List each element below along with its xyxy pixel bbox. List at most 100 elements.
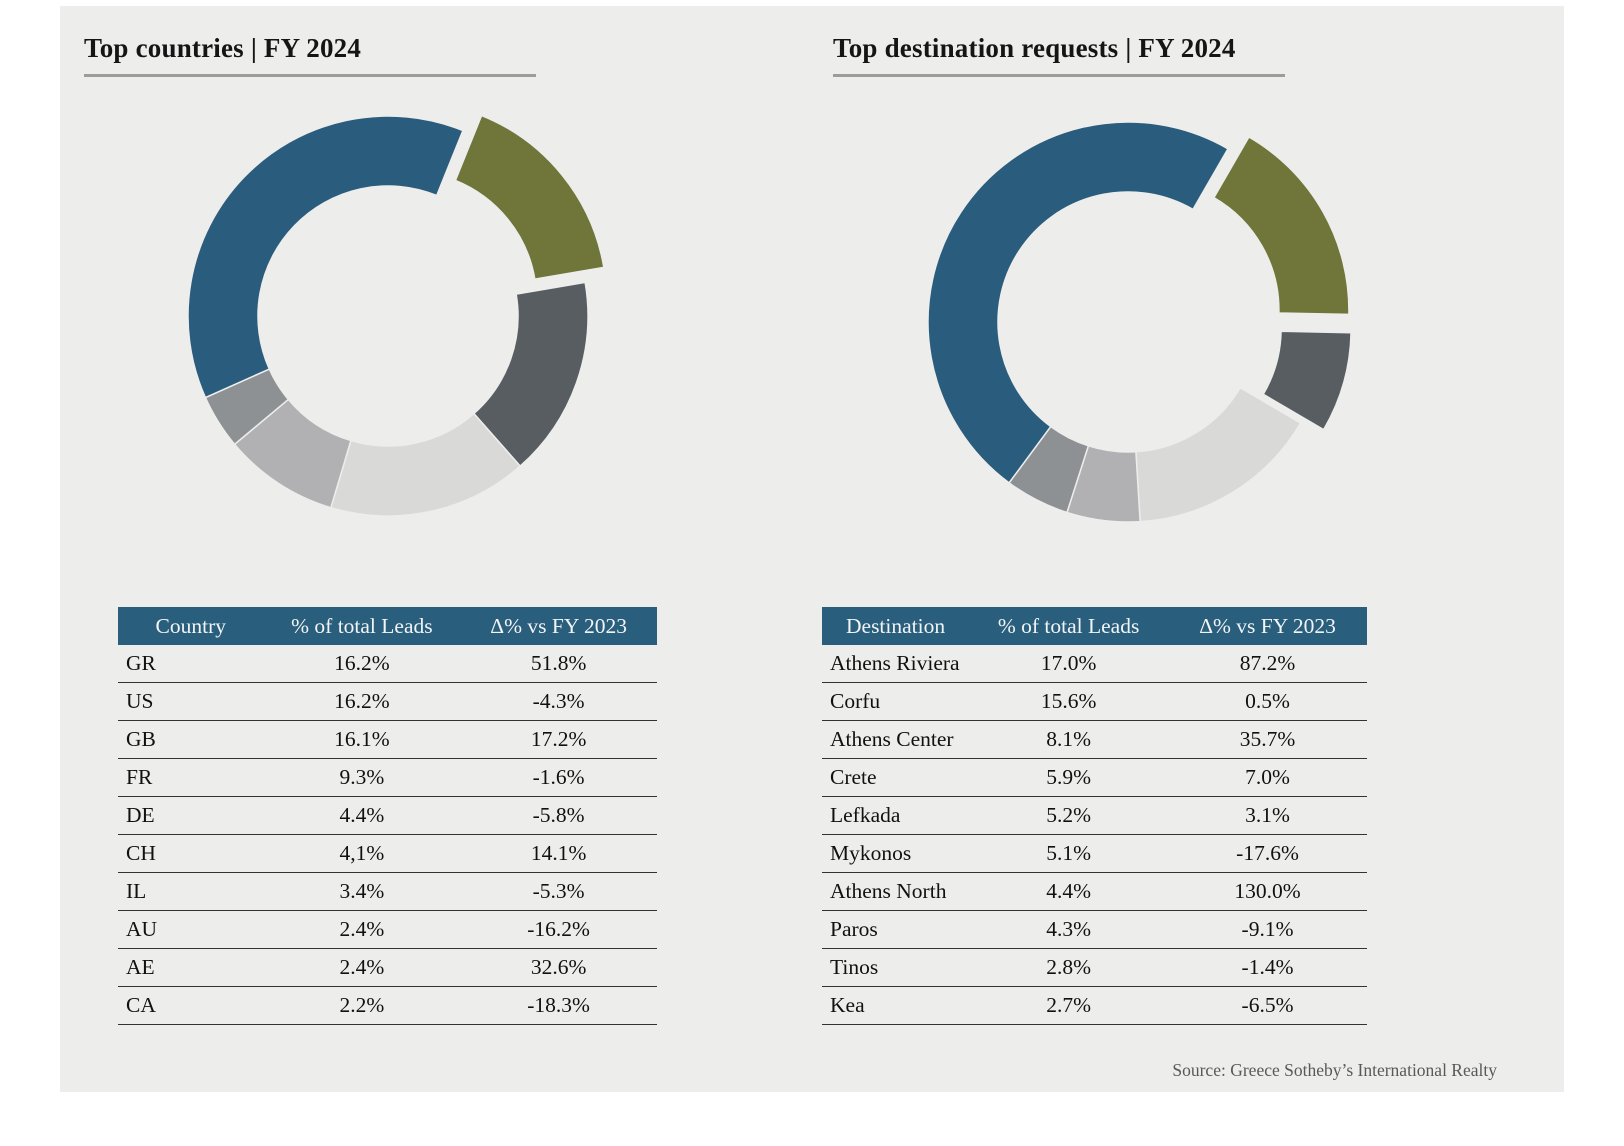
left-title-rule [84,74,536,77]
delta-cell: -5.3% [532,879,585,903]
label-cell: Tinos [830,955,879,979]
delta-cell: -9.1% [1241,917,1294,941]
label-cell: Paros [830,917,878,941]
donut-chart-destinations [927,121,1352,523]
percent-cell: 15.6% [1040,689,1097,713]
delta-cell: -17.6% [1236,841,1299,865]
label-cell: Kea [830,993,865,1017]
left-chart-title: Top countries | FY 2024 [84,33,362,63]
percent-cell: 4.4% [339,803,385,827]
table-row: Tinos 2.8% -1.4% [822,949,1367,987]
column-header: Destination [846,613,946,638]
delta-cell: -5.8% [532,803,585,827]
table-row: GB 16.1% 17.2% [118,721,657,759]
percent-cell: 9.3% [339,765,385,789]
donut-segment-rest [927,121,1230,484]
countries-table-body: GR 16.2% 51.8% US 16.2% -4.3% GB 16.1% 17.2% FR 9.… [118,645,657,1025]
table-row: GR 16.2% 51.8% [118,645,657,683]
delta-cell: 3.1% [1245,803,1290,827]
donut-segment-athens-center [1262,330,1352,431]
table-row: Crete 5.9% 7.0% [822,759,1367,797]
delta-cell: -4.3% [532,689,585,713]
delta-cell: 7.0% [1245,765,1290,789]
label-cell: Athens Riviera [830,651,960,675]
column-header: Δ% vs FY 2023 [1199,613,1336,638]
delta-cell: 17.2% [530,727,587,751]
label-cell: AE [126,955,155,979]
donut-segment-rest [187,115,464,399]
delta-cell: 14.1% [530,841,587,865]
percent-cell: 16.2% [334,651,390,675]
percent-cell: 4.4% [1046,879,1091,903]
table-row: Paros 4.3% -9.1% [822,911,1367,949]
table-row: Athens Center 8.1% 35.7% [822,721,1367,759]
source-note: Source: Greece Sotheby’s International R… [1172,1060,1497,1080]
percent-cell: 2.8% [1046,955,1091,979]
table-row: Corfu 15.6% 0.5% [822,683,1367,721]
column-header: Country [155,613,226,638]
table-row: FR 9.3% -1.6% [118,759,657,797]
label-cell: CA [126,993,156,1017]
percent-cell: 4.3% [1046,917,1091,941]
label-cell: US [126,689,154,713]
table-row: Mykonos 5.1% -17.6% [822,835,1367,873]
percent-cell: 4,1% [339,841,385,865]
delta-cell: -18.3% [527,993,590,1017]
label-cell: GB [126,727,156,751]
table-row: Kea 2.7% -6.5% [822,987,1367,1025]
donut-chart-countries [187,114,605,517]
delta-cell: 130.0% [1234,879,1301,903]
label-cell: GR [126,651,156,675]
percent-cell: 5.9% [1046,765,1091,789]
table-row: DE 4.4% -5.8% [118,797,657,835]
label-cell: IL [126,879,147,903]
table-row: Athens North 4.4% 130.0% [822,873,1367,911]
delta-cell: -16.2% [527,917,590,941]
delta-cell: -1.6% [532,765,585,789]
percent-cell: 2.7% [1046,993,1091,1017]
destinations-table: Destination % of total Leads Δ% vs FY 20… [822,607,1367,1025]
countries-table-header: Country % of total Leads Δ% vs FY 2023 [118,607,657,645]
table-row: CA 2.2% -18.3% [118,987,657,1025]
label-cell: Lefkada [830,803,901,827]
table-row: Athens Riviera 17.0% 87.2% [822,645,1367,683]
delta-cell: -1.4% [1241,955,1294,979]
percent-cell: 16.1% [334,727,390,751]
table-row: AE 2.4% 32.6% [118,949,657,987]
column-header: Δ% vs FY 2023 [490,613,627,638]
label-cell: FR [126,765,153,789]
table-row: CH 4,1% 14.1% [118,835,657,873]
donut-segment-corfu [1135,386,1302,523]
right-chart-title: Top destination requests | FY 2024 [833,33,1236,63]
label-cell: DE [126,803,155,827]
destinations-table-header: Destination % of total Leads Δ% vs FY 20… [822,607,1367,645]
percent-cell: 2.2% [339,993,385,1017]
percent-cell: 3.4% [339,879,385,903]
countries-table: Country % of total Leads Δ% vs FY 2023 G… [118,607,657,1025]
delta-cell: 51.8% [530,651,587,675]
label-cell: CH [126,841,156,865]
percent-cell: 16.2% [334,689,390,713]
table-row: US 16.2% -4.3% [118,683,657,721]
label-cell: Crete [830,765,877,789]
delta-cell: 0.5% [1245,689,1290,713]
percent-cell: 2.4% [339,955,385,979]
percent-cell: 8.1% [1046,727,1091,751]
donut-segment-gr [454,114,605,280]
table-row: AU 2.4% -16.2% [118,911,657,949]
table-row: Lefkada 5.2% 3.1% [822,797,1367,835]
percent-cell: 2.4% [339,917,385,941]
percent-cell: 17.0% [1040,651,1097,675]
label-cell: Mykonos [830,841,912,865]
label-cell: Athens Center [830,727,954,751]
column-header: % of total Leads [291,613,433,638]
delta-cell: -6.5% [1241,993,1294,1017]
delta-cell: 32.6% [530,955,587,979]
table-row: IL 3.4% -5.3% [118,873,657,911]
delta-cell: 35.7% [1239,727,1296,751]
delta-cell: 87.2% [1239,651,1296,675]
destinations-table-body: Athens Riviera 17.0% 87.2% Corfu 15.6% 0.5% At… [822,645,1367,1025]
donut-segment-athens-riviera [1212,135,1350,316]
column-header: % of total Leads [997,613,1140,638]
